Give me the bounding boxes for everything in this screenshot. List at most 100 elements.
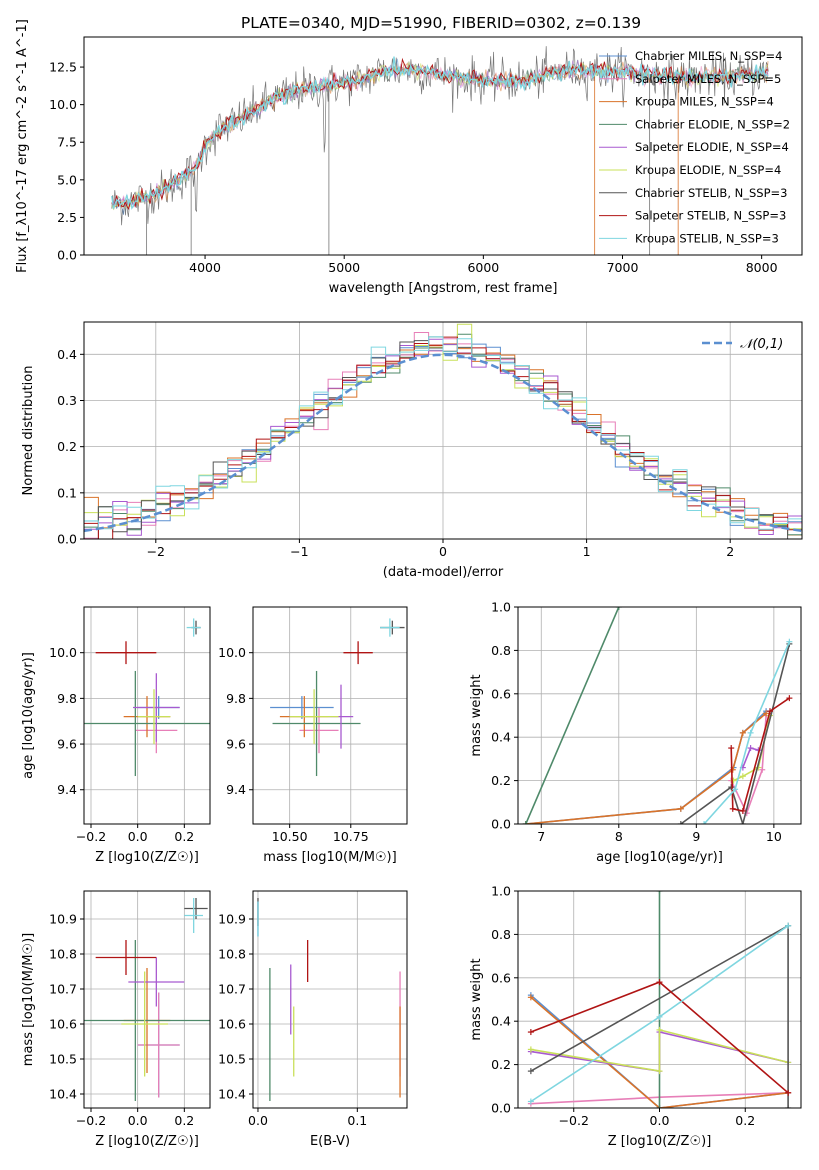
y-axis-label: age [log10(age/yr)] (21, 652, 36, 779)
y-tick-label: 10.8 (218, 947, 246, 962)
x-tick-label: 10.75 (333, 829, 369, 844)
x-tick-label: −0.2 (76, 1113, 106, 1128)
x-tick-label: 0.2 (174, 1113, 194, 1128)
y-tick-label: 9.8 (57, 691, 77, 706)
axes-frame (252, 606, 408, 825)
legend-label: Kroupa MILES, N_SSP=4 (635, 95, 774, 109)
y-tick-label: 10.9 (49, 912, 77, 927)
mass-weight-line (525, 607, 620, 824)
y-axis-label: Normed distribution (21, 366, 36, 496)
x-tick-label: 0.0 (128, 1113, 148, 1128)
y-tick-label: 9.8 (226, 691, 246, 706)
legend-label: Kroupa STELIB, N_SSP=3 (635, 231, 779, 245)
x-tick-label: −0.2 (559, 1113, 589, 1128)
x-tick-label: −2 (147, 544, 165, 559)
axes-frame (83, 606, 211, 825)
model-spectrum-line (111, 56, 769, 210)
chart-residual_hist: 𝒩(0,1) −2 −1 0 1 2 0.0 0.1 0.2 0.3 0.4 (data-model)… (21, 321, 803, 580)
x-tick-label: 10.50 (272, 829, 308, 844)
y-tick-label: 0.8 (491, 643, 511, 658)
y-tick-label: 0.2 (491, 773, 511, 788)
histogram-line (84, 336, 802, 530)
figure-title: PLATE=0340, MJD=51990, FIBERID=0302, z=0… (241, 14, 641, 32)
x-tick-label: 5000 (328, 260, 360, 275)
y-tick-label: 0.8 (491, 927, 511, 942)
y-tick-label: 10.8 (49, 947, 77, 962)
y-tick-label: 5.0 (57, 172, 77, 187)
y-tick-label: 0.0 (491, 1101, 511, 1116)
legend-label: Salpeter MILES, N_SSP=5 (635, 72, 781, 86)
x-axis-label: Z [log10(Z/Z☉)] (95, 850, 199, 865)
chart-spectrum: Chabrier MILES, N_SSP=4 Salpeter MILES, N… (15, 19, 803, 296)
x-tick-label: −1 (290, 544, 308, 559)
legend-label: Salpeter STELIB, N_SSP=3 (635, 209, 786, 223)
x-tick-label: 7 (537, 829, 545, 844)
x-tick-label: 10 (766, 829, 782, 844)
x-tick-label: 0.0 (248, 1113, 268, 1128)
y-tick-label: 9.4 (57, 782, 77, 797)
y-axis-label: Flux [f_λ10^-17 erg cm^-2 s^-1 A^-1] (15, 19, 30, 273)
chart-mass_vs_Z: −0.2 0.0 0.2 10.4 10.5 10.6 10.7 10.8 10.9 Z [log… (21, 890, 211, 1149)
y-tick-label: 0.2 (491, 1057, 511, 1072)
y-tick-label: 9.6 (226, 737, 246, 752)
plot-area (84, 323, 802, 539)
y-tick-label: 0.0 (491, 817, 511, 832)
x-tick-label: 9 (692, 829, 700, 844)
x-axis-label: E(B-V) (310, 1134, 350, 1149)
axes-frame (517, 606, 802, 825)
x-tick-label: 0 (439, 544, 447, 559)
y-tick-label: 10.4 (218, 1087, 246, 1102)
x-axis-label: Z [log10(Z/Z☉)] (608, 1134, 712, 1149)
x-axis-label: age [log10(age/yr)] (596, 850, 723, 865)
mass-weight-line (680, 643, 791, 824)
y-tick-label: 10.9 (218, 912, 246, 927)
y-tick-label: 0.0 (57, 532, 77, 547)
y-axis-label: mass weight (469, 958, 484, 1040)
y-tick-label: 2.5 (57, 210, 77, 225)
y-tick-label: 10.5 (218, 1052, 246, 1067)
axes-frame (83, 890, 211, 1109)
mass-weight-line (703, 641, 791, 824)
y-tick-label: 10.5 (49, 1052, 77, 1067)
legend-label: Kroupa ELODIE, N_SSP=4 (635, 163, 781, 177)
y-tick-label: 10.7 (218, 982, 246, 997)
y-tick-label: 9.6 (57, 737, 77, 752)
chart-age_vs_mass: 10.50 10.75 9.4 9.6 9.8 10.0 mass [log10(M/M☉)… (218, 606, 408, 865)
plot-area (257, 898, 401, 1101)
y-tick-label: 0.4 (57, 347, 77, 362)
legend-label: 𝒩(0,1) (740, 337, 783, 352)
y-tick-label: 10.6 (218, 1017, 246, 1032)
x-tick-label: 1 (583, 544, 591, 559)
y-axis-label: mass [log10(M/M☉)] (21, 933, 36, 1066)
legend-label: Salpeter ELODIE, N_SSP=4 (635, 140, 789, 154)
x-tick-label: 0.0 (128, 829, 148, 844)
x-axis-label: mass [log10(M/M☉)] (263, 850, 396, 865)
chart-mass_weight_vs_age: 7 8 9 10 0.0 0.2 0.4 0.6 0.8 1.0 age [log10(age/yr… (469, 600, 802, 865)
y-tick-label: 1.0 (491, 600, 511, 615)
y-tick-label: 12.5 (49, 60, 77, 75)
chart-mass_vs_ebv: 0.0 0.1 10.4 10.5 10.6 10.7 10.8 10.9 E(B-V) (218, 890, 408, 1149)
x-tick-label: 6000 (467, 260, 499, 275)
y-tick-label: 10.7 (49, 982, 77, 997)
y-tick-label: 0.2 (57, 439, 77, 454)
chart-mass_weight_vs_Z: −0.2 0.0 0.2 0.0 0.2 0.4 0.6 0.8 1.0 Z [log10(Z/Z… (469, 884, 802, 1149)
y-tick-label: 0.3 (57, 393, 77, 408)
x-tick-label: 8000 (746, 260, 778, 275)
x-axis-label: Z [log10(Z/Z☉)] (95, 1134, 199, 1149)
y-tick-label: 0.4 (491, 730, 511, 745)
y-tick-label: 10.0 (218, 645, 246, 660)
normal-curve-line (84, 353, 802, 533)
x-axis-label: (data-model)/error (383, 565, 504, 580)
x-tick-label: 8 (615, 829, 623, 844)
x-tick-label: 7000 (607, 260, 639, 275)
chart-age_vs_Z: −0.2 0.0 0.2 9.4 9.6 9.8 10.0 Z [log10(Z/Z☉)] ag… (21, 606, 211, 865)
x-tick-label: 2 (726, 544, 734, 559)
plot-area (84, 898, 210, 1101)
axes-frame (252, 890, 408, 1109)
axes-frame (83, 36, 803, 256)
x-tick-label: 0.2 (174, 829, 194, 844)
y-tick-label: 0.6 (491, 970, 511, 985)
legend-label: Chabrier STELIB, N_SSP=3 (635, 186, 787, 200)
y-tick-label: 10.6 (49, 1017, 77, 1032)
x-tick-label: 4000 (189, 260, 221, 275)
